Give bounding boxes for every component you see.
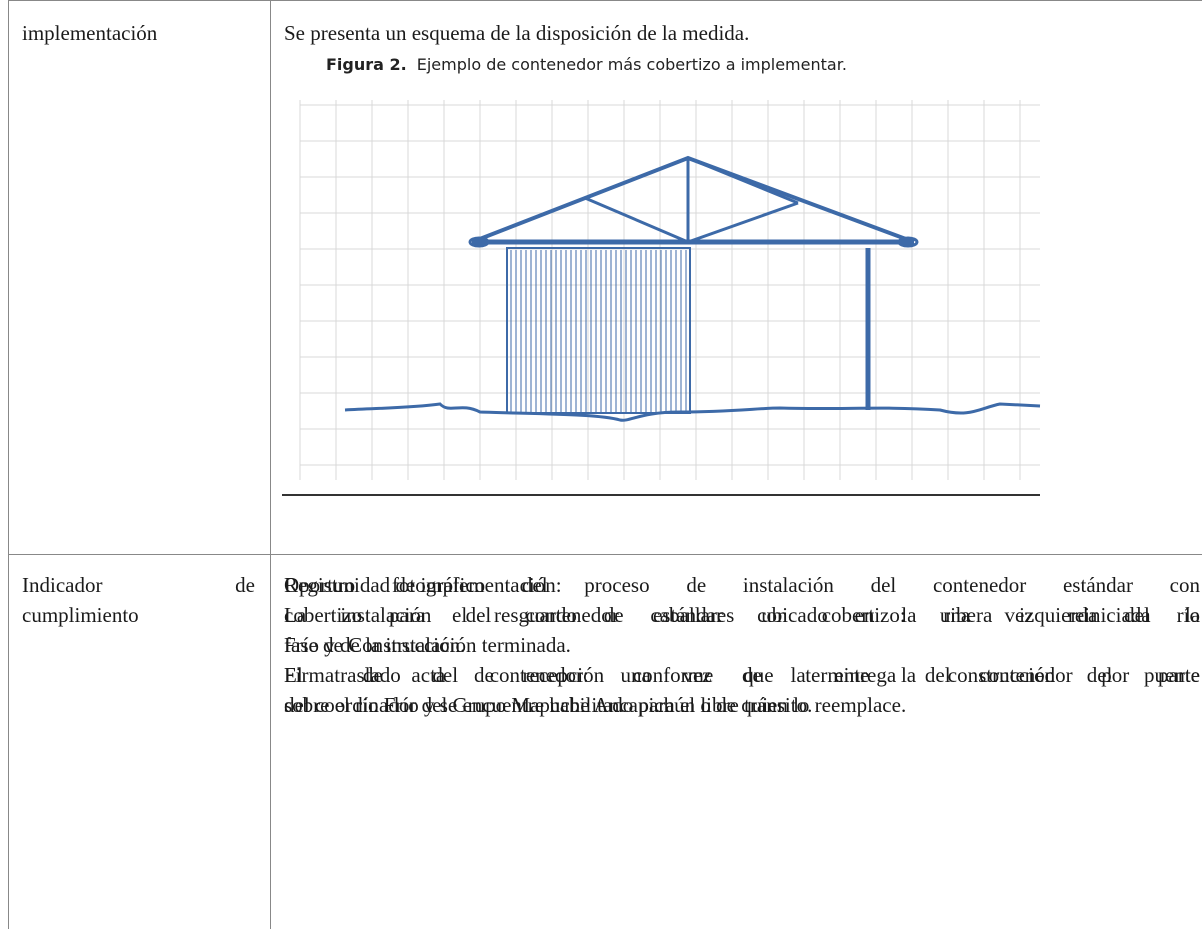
row-divider — [8, 554, 1202, 555]
table-top-border — [8, 0, 1202, 1]
figure-caption-text: Ejemplo de contenedor más cobertizo a im… — [416, 55, 847, 74]
row-label: implementación — [22, 21, 158, 45]
intro: Se presenta un esquema de la disposición… — [284, 21, 750, 45]
table-left-border — [8, 0, 9, 929]
row-label: cumplimiento — [22, 603, 139, 627]
row-label: Indicador de — [22, 573, 255, 597]
text-line: Registro fotográfico del proceso de inst… — [284, 573, 1200, 597]
text-line: Firma de acta de recepción conforme de l… — [284, 663, 1200, 687]
column-divider — [270, 0, 271, 929]
text-line: Frío y de la instalación terminada. — [284, 633, 571, 657]
text-line: Oportunidad de implementación: — [284, 573, 562, 597]
text-line: del coordinador del Grupo Mapuche Ancapi… — [284, 693, 907, 717]
figure-label: Figura 2. — [326, 55, 407, 74]
text-line: fase de Construcción. — [284, 633, 466, 657]
text-line: sobre el río Frío y se encuentre habilit… — [284, 693, 813, 717]
text-line: El traslado del contenedor: una vez que … — [284, 663, 1200, 687]
figure-caption: Figura 2. Ejemplo de contenedor más cober… — [326, 51, 847, 79]
text-line: cobertizo para el resguardo de caballare… — [284, 603, 1200, 627]
text-line: La instalación del contenedor estándar c… — [284, 603, 1200, 627]
figure-drawing — [282, 100, 1041, 496]
